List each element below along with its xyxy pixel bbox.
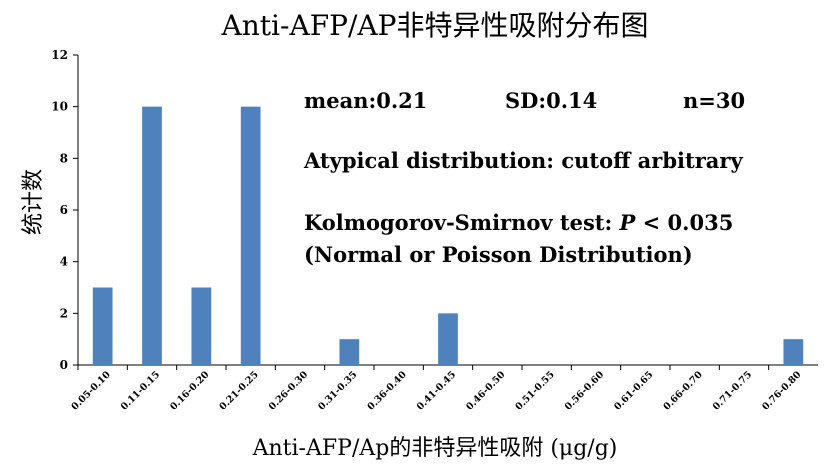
- x-tick-label: 0.31-0.35: [316, 369, 359, 412]
- y-tick-label: 2: [60, 306, 68, 320]
- mean-annotation: mean:0.21: [304, 88, 427, 113]
- bars-group: [92, 106, 804, 366]
- x-tick-label: 0.36-0.40: [365, 369, 409, 413]
- y-tick-label: 0: [60, 358, 68, 372]
- y-axis-label: 统计数: [21, 169, 46, 235]
- y-tick-label: 4: [60, 255, 68, 269]
- x-tick-label: 0.51-0.55: [513, 369, 556, 412]
- bar-0.16-0.20: [191, 287, 212, 365]
- x-tick-label: 0.56-0.60: [563, 369, 607, 413]
- ks-test-p-symbol: P: [619, 210, 637, 235]
- bar-0.11-0.15: [142, 106, 162, 366]
- ks-test-prefix: Kolmogorov-Smirnov test:: [304, 210, 620, 235]
- bar-0.76-0.80: [783, 339, 804, 365]
- x-ticks-group: 0.05-0.10 0.11-0.15 0.16-0.20 0.21-0.25 0.26…: [69, 365, 804, 413]
- bar-0.05-0.10: [92, 287, 113, 365]
- x-tick-label: 0.41-0.45: [415, 369, 458, 412]
- x-tick-label: 0.05-0.10: [69, 369, 113, 413]
- bar-0.41-0.45: [438, 313, 458, 365]
- x-tick-label: 0.26-0.30: [267, 369, 311, 413]
- y-ticks-group: 0 2 4 6 8 10 12: [51, 48, 78, 372]
- x-tick-label: 0.21-0.25: [217, 369, 260, 412]
- chart-title: Anti-AFP/AP非特异性吸附分布图: [221, 9, 649, 42]
- x-tick-label: 0.66-0.70: [661, 369, 705, 413]
- ks-test-annotation: Kolmogorov-Smirnov test: P < 0.035: [304, 210, 733, 235]
- x-tick-label: 0.16-0.20: [168, 369, 212, 413]
- y-tick-label: 8: [60, 151, 68, 165]
- x-tick-label: 0.61-0.65: [612, 369, 655, 412]
- x-tick-label: 0.46-0.50: [464, 369, 508, 413]
- x-tick-label: 0.11-0.15: [119, 369, 162, 412]
- ks-test-value: < 0.035: [635, 210, 733, 235]
- y-tick-label: 10: [51, 100, 68, 114]
- n-annotation: n=30: [683, 88, 745, 113]
- y-tick-label: 6: [60, 203, 68, 217]
- x-tick-label: 0.76-0.80: [760, 369, 804, 413]
- bar-0.31-0.35: [339, 339, 360, 365]
- x-axis-label: Anti-AFP/Ap的非特异性吸附 (μg/g): [252, 436, 618, 461]
- x-tick-label: 0.71-0.75: [711, 369, 754, 412]
- bar-0.21-0.25: [240, 106, 261, 366]
- sd-annotation: SD:0.14: [505, 88, 597, 113]
- y-tick-label: 12: [51, 48, 68, 62]
- ks-test-note: (Normal or Poisson Distribution): [304, 242, 693, 267]
- distribution-annotation: Atypical distribution: cutoff arbitrary: [303, 148, 743, 173]
